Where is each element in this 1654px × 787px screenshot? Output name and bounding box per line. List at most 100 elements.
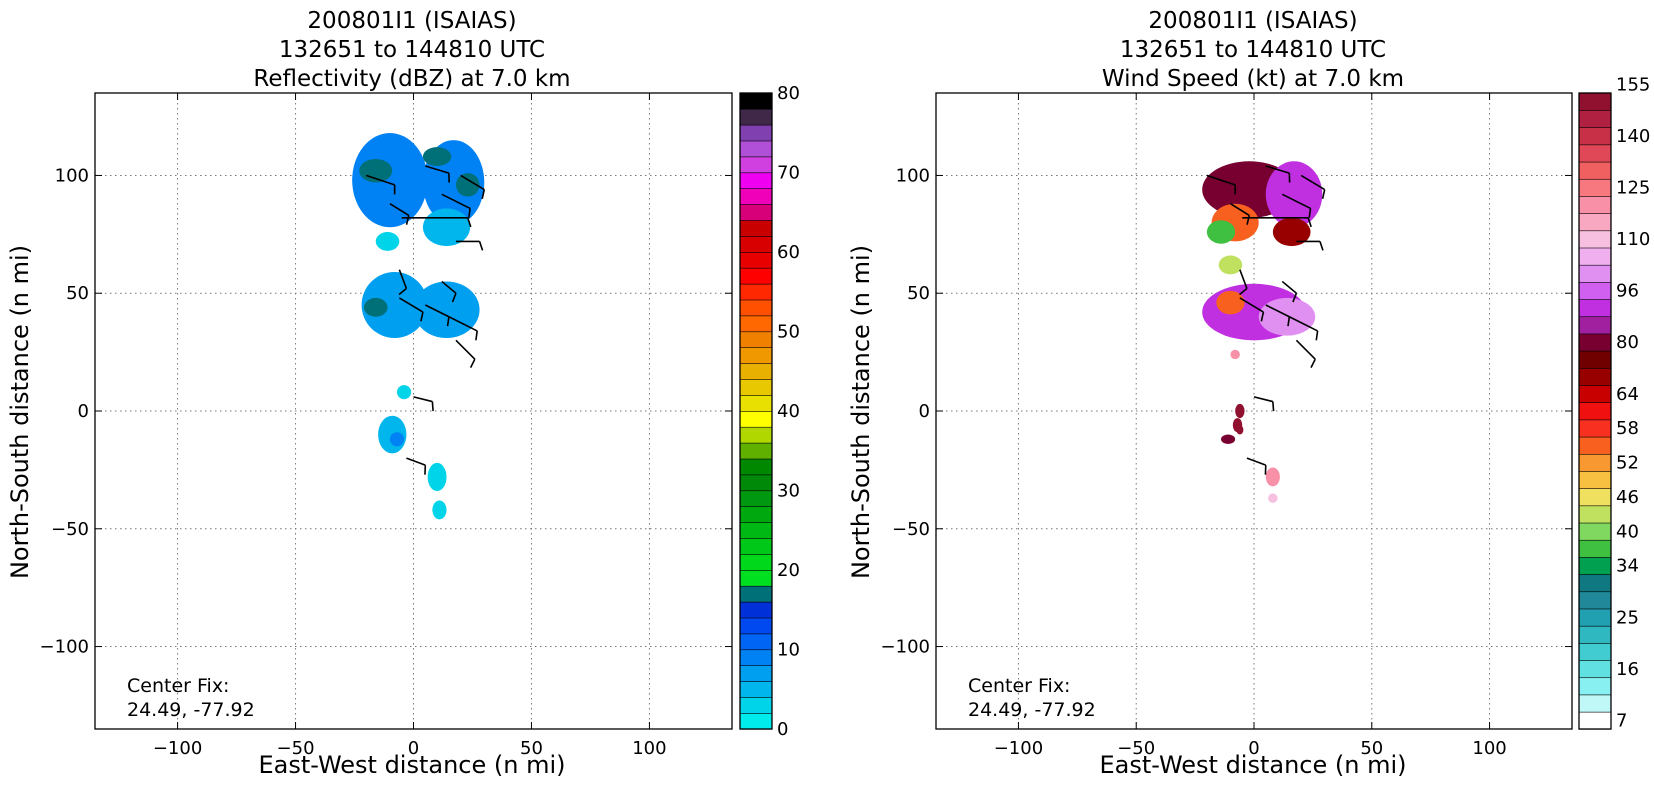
colorbar-bin	[1578, 230, 1612, 249]
colorbar-tick-label: 46	[1616, 487, 1639, 508]
y-tick-label: −50	[892, 519, 930, 540]
wind-barb	[1295, 339, 1316, 369]
colorbar-tick-label: 52	[1616, 453, 1639, 474]
colorbar-bin	[739, 665, 773, 682]
colorbar-bin	[1578, 333, 1612, 352]
y-tick-label: 0	[78, 401, 89, 422]
wind-speed-echo	[1268, 493, 1278, 503]
wind-barb	[1253, 396, 1275, 412]
colorbar-tick-label: 16	[1616, 659, 1639, 680]
colorbar-bin	[739, 299, 773, 317]
wind-barb	[1296, 240, 1324, 251]
x-tick-label: 0	[408, 738, 419, 759]
wind-barb	[448, 316, 478, 341]
colorbar-tick-label: 25	[1616, 607, 1639, 628]
colorbar-bin	[739, 188, 773, 205]
wind-barb	[460, 174, 486, 200]
x-tick-label: 50	[1360, 738, 1383, 759]
colorbar-bin	[739, 267, 773, 285]
colorbar-tick-label: 0	[777, 719, 788, 740]
colorbar-bin	[1578, 298, 1612, 318]
wind-speed-echo	[1230, 349, 1240, 360]
colorbar-bin	[1578, 281, 1612, 300]
wind-plot-frame	[935, 92, 1573, 730]
wind-barb	[366, 174, 396, 195]
wind-speed-echo	[1235, 403, 1245, 419]
y-tick-label: −50	[51, 519, 89, 540]
colorbar-bin	[739, 649, 773, 667]
x-tick-label: 100	[632, 738, 666, 759]
wind-barb	[406, 457, 427, 475]
colorbar-bin	[739, 331, 773, 349]
y-tick-label: −100	[40, 637, 89, 658]
reflectivity-center-fix-label: Center Fix:	[127, 675, 229, 697]
colorbar-tick-label: 60	[777, 242, 800, 263]
colorbar-bin	[739, 204, 773, 221]
reflectivity-echo	[422, 147, 452, 167]
x-tick-label: 100	[1472, 738, 1506, 759]
colorbar-tick-label: 125	[1616, 178, 1650, 199]
wind-barb	[1239, 297, 1265, 322]
reflectivity-colorbar: 0 10 20 30 40 50 60 70 80	[739, 83, 800, 740]
wind-barb	[1239, 269, 1248, 296]
wind-speed-echo	[1206, 220, 1236, 244]
colorbar-bin	[739, 219, 773, 237]
colorbar-bin	[1578, 316, 1612, 335]
x-tick-label: −50	[277, 738, 315, 759]
colorbar-bin	[1578, 470, 1612, 489]
x-tick-label: −100	[153, 738, 202, 759]
wind-barb	[441, 280, 457, 303]
colorbar-bin	[739, 108, 773, 126]
wind-center-fix-value: 24.49, -77.92	[968, 699, 1096, 721]
reflectivity-plot-frame	[94, 92, 733, 730]
wind-barb	[441, 193, 471, 218]
colorbar-tick-label: 10	[777, 640, 800, 661]
colorbar-tick-label: 34	[1616, 556, 1639, 577]
colorbar-bin	[1578, 573, 1612, 593]
wind-subtitle: 132651 to 144810 UTC	[1120, 37, 1386, 63]
wind-barb	[1230, 203, 1251, 225]
colorbar-bin	[1578, 402, 1612, 421]
colorbar-bin	[1578, 247, 1612, 266]
colorbar-bin	[739, 474, 773, 492]
wind-title: 200801I1 (ISAIAS)	[1148, 8, 1357, 34]
colorbar-bin	[1578, 625, 1612, 644]
colorbar-bin	[739, 680, 773, 698]
y-tick-label: 0	[919, 401, 930, 422]
wind-speed-echoes	[1202, 161, 1323, 503]
colorbar-frame	[739, 92, 773, 730]
y-tick-label: 100	[55, 165, 89, 186]
wind-barb	[1281, 193, 1312, 218]
colorbar-bin	[739, 410, 773, 428]
colorbar-bin	[739, 283, 773, 301]
wind-barb	[455, 339, 476, 369]
wind-barb	[413, 396, 434, 412]
wind-speed-echo	[1272, 217, 1311, 247]
wind-ylabel: North-South distance (n mi)	[847, 245, 875, 579]
wind-barb	[1281, 280, 1298, 303]
colorbar-bin	[1578, 677, 1612, 696]
colorbar-bin	[739, 156, 773, 174]
wind-barb	[1206, 174, 1236, 195]
colorbar-tick-label: 80	[777, 83, 800, 104]
reflectivity-echo	[432, 500, 447, 520]
reflectivity-echo	[352, 133, 428, 228]
colorbar-bin	[739, 172, 773, 190]
colorbar-bin	[739, 537, 773, 555]
colorbar-bin	[739, 140, 773, 158]
wind-speed-echo	[1265, 467, 1280, 487]
colorbar-bin	[739, 394, 773, 412]
wind-barb	[398, 269, 408, 296]
colorbar-bin	[1578, 488, 1612, 507]
colorbar-bin	[739, 458, 773, 476]
colorbar-tick-label: 155	[1616, 74, 1650, 95]
reflectivity-subtitle2: Reflectivity (dBZ) at 7.0 km	[253, 66, 570, 92]
colorbar-bin	[739, 601, 773, 619]
colorbar-tick-label: 110	[1616, 229, 1650, 250]
colorbar-tick-label: 70	[777, 163, 800, 184]
reflectivity-echo	[361, 272, 428, 338]
colorbar-bin	[739, 124, 773, 142]
colorbar-bin	[1578, 642, 1612, 661]
reflectivity-center-fix-value: 24.49, -77.92	[127, 699, 255, 721]
